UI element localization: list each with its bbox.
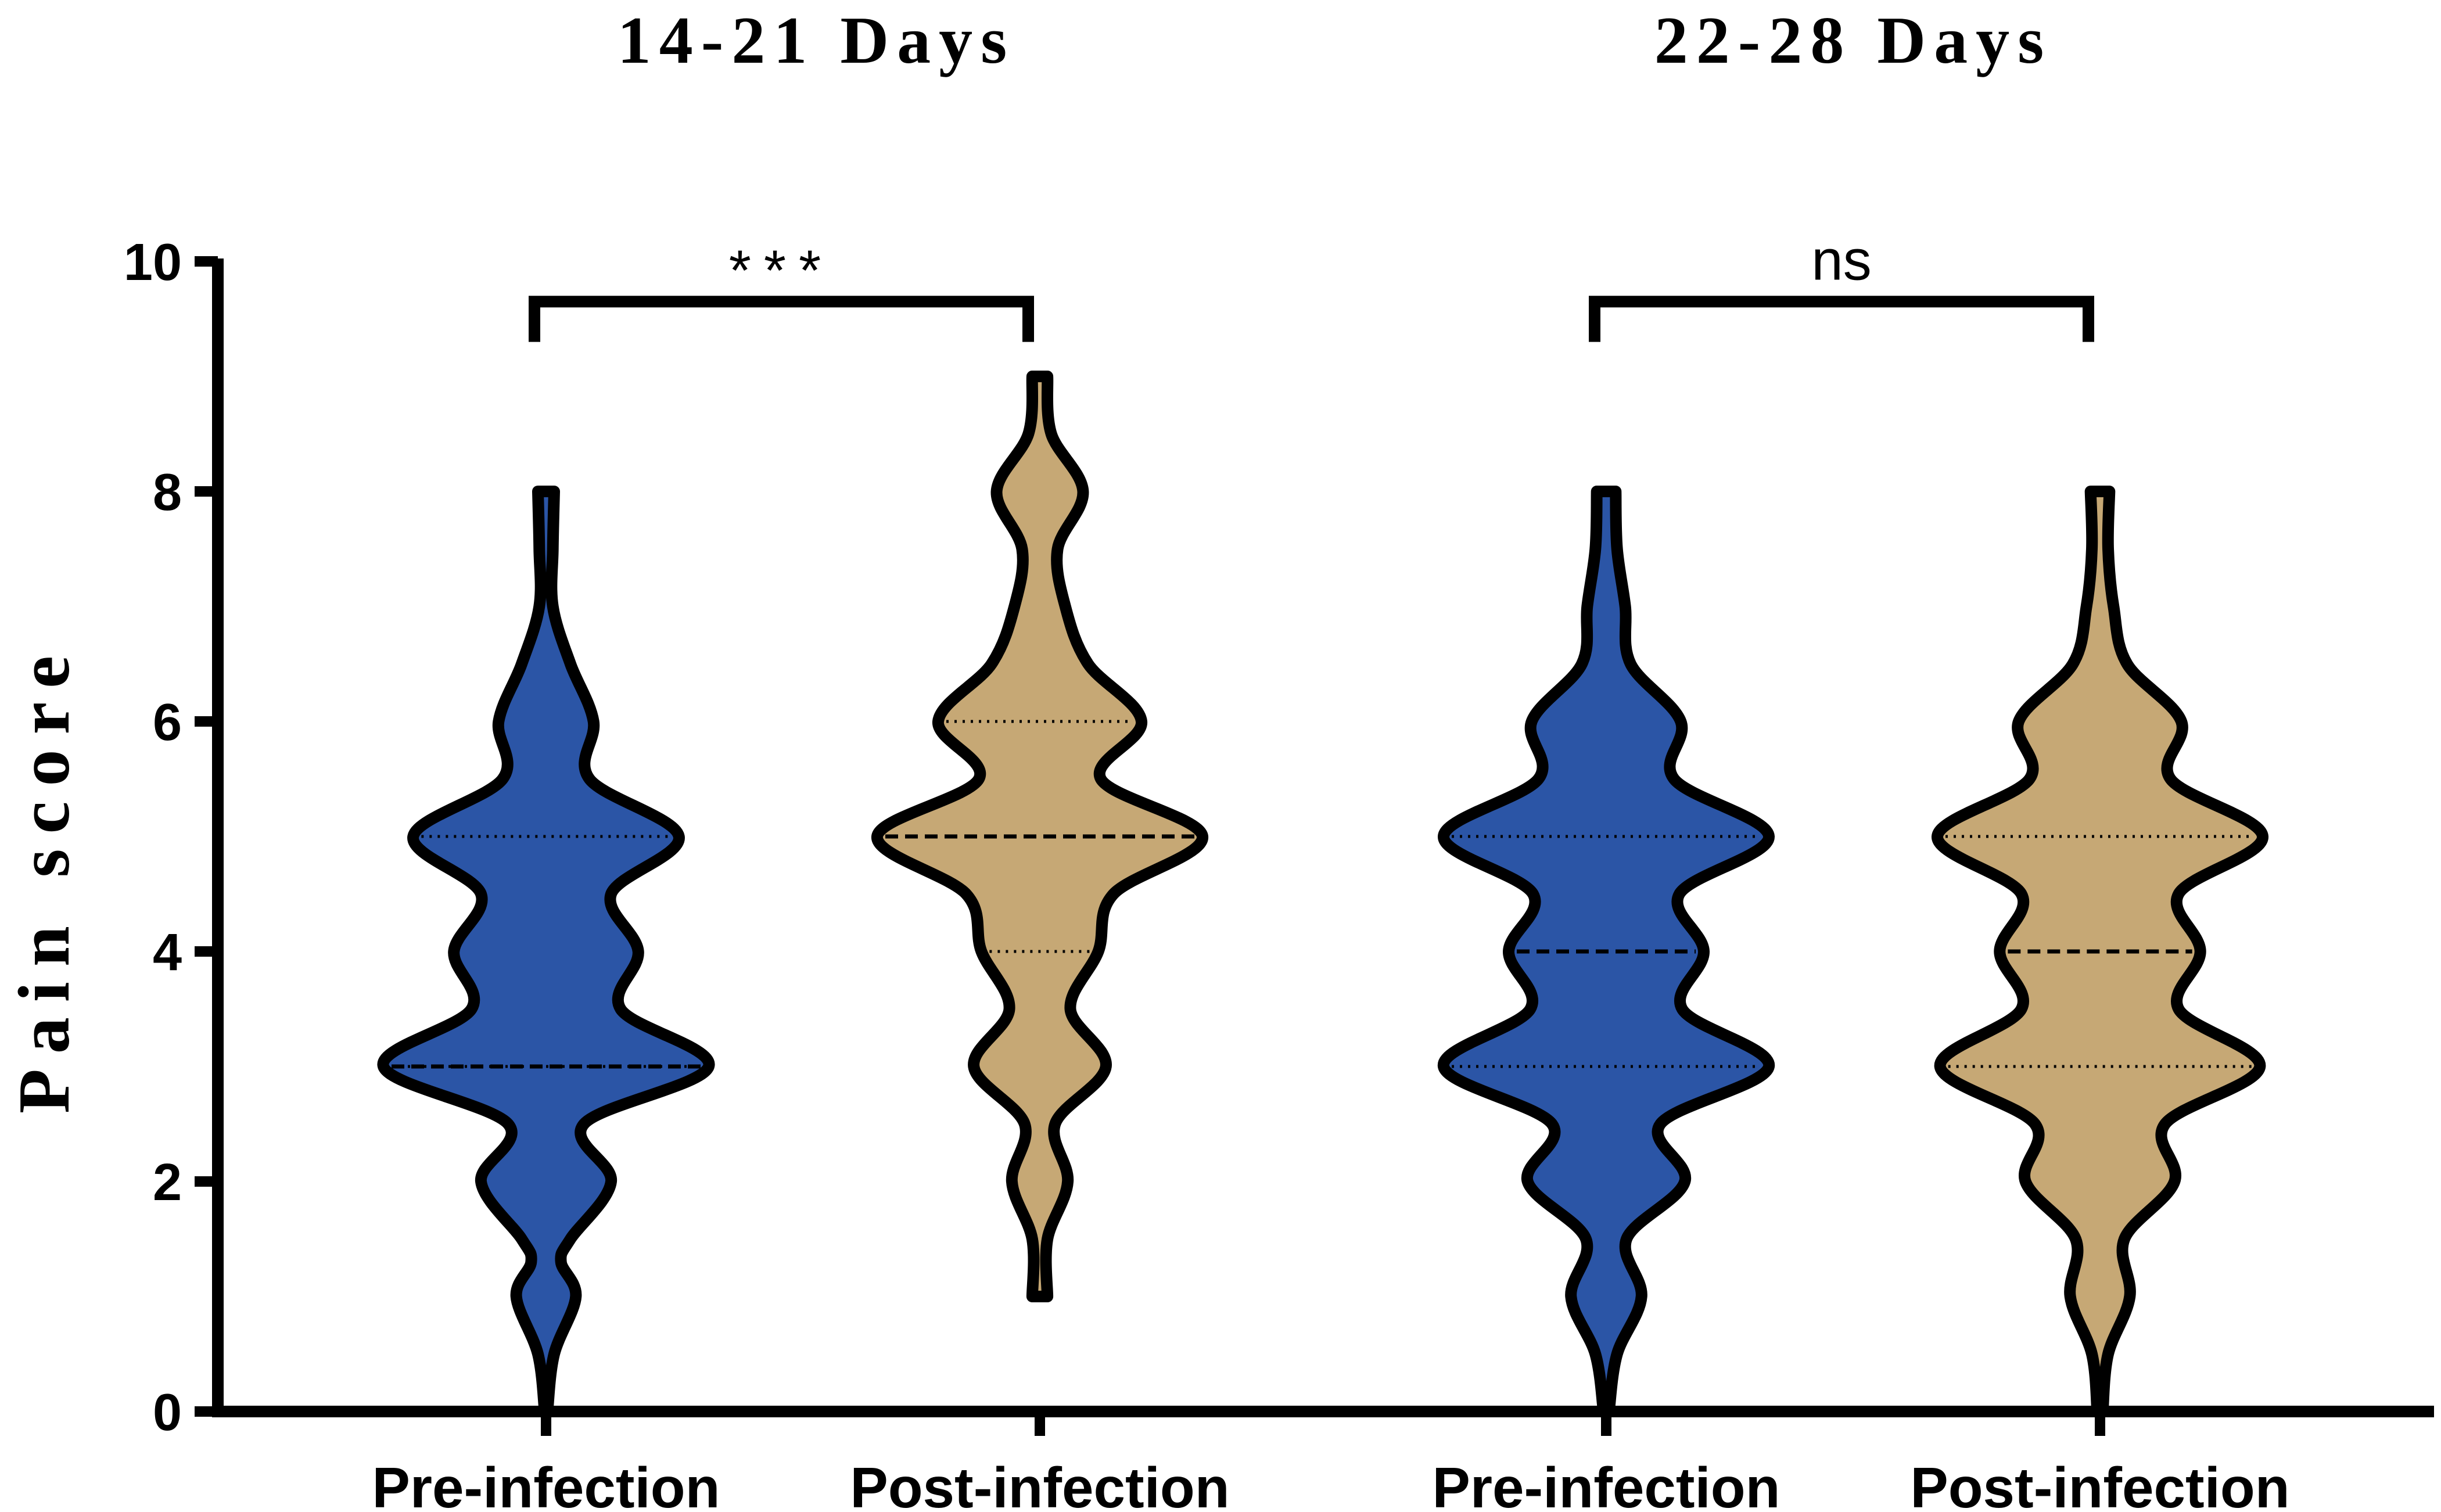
violins (377, 371, 2268, 1417)
significance-label: ns (1811, 228, 1872, 292)
y-axis: Pain score 0 2 4 6 8 10 (4, 234, 2434, 1442)
category-label: Post-infection (1910, 1456, 2289, 1512)
group-title: 14-21 Days (618, 3, 1015, 78)
violin-body (1932, 486, 2268, 1417)
significance-bracket (529, 296, 1034, 342)
y-tick-label: 10 (124, 234, 182, 292)
group-titles: 14-21 Days 22-28 Days (618, 3, 2052, 78)
violin-body (871, 371, 1208, 1302)
y-tick-label: 8 (153, 464, 182, 522)
significance-label: *** (729, 238, 834, 302)
category-label: Post-infection (850, 1456, 1229, 1512)
y-tick-label: 6 (153, 694, 182, 752)
y-tick-label: 4 (153, 924, 182, 982)
significance-bracket (1589, 296, 2094, 342)
group-title: 22-28 Days (1654, 3, 2052, 78)
category-label: Pre-infection (372, 1456, 720, 1512)
y-tick-label: 2 (153, 1154, 182, 1212)
y-axis-label: Pain score (4, 641, 85, 1114)
y-tick-label: 0 (153, 1384, 182, 1442)
category-label: Pre-infection (1433, 1456, 1781, 1512)
violin-body (377, 486, 715, 1417)
category-labels: Pre-infection Post-infection Pre-infection… (372, 1412, 2290, 1512)
significance-brackets: *** ns (529, 228, 2094, 342)
